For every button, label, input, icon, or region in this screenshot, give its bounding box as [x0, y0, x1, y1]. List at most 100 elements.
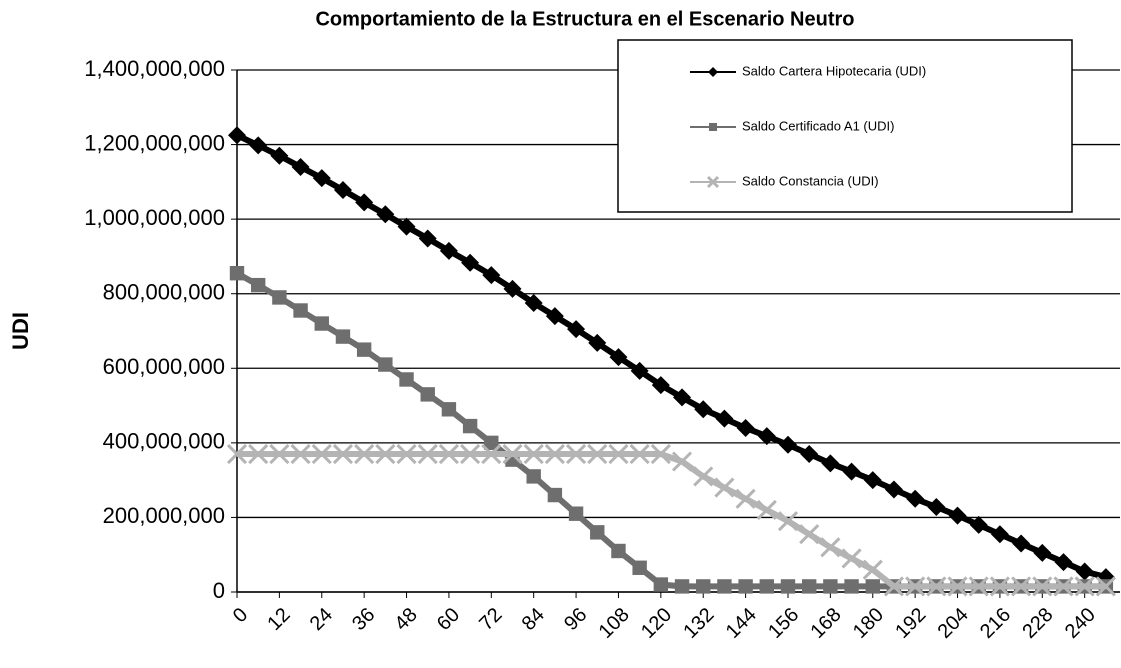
- marker: [708, 67, 718, 77]
- x-tick-label: 24: [306, 604, 337, 635]
- marker: [293, 303, 308, 318]
- marker: [544, 443, 565, 465]
- y-axis-label: UDI: [8, 312, 33, 350]
- marker: [226, 443, 248, 465]
- x-tick-label: 60: [433, 604, 464, 635]
- x-tick-label: 168: [806, 604, 845, 643]
- marker: [376, 205, 395, 224]
- marker: [396, 443, 417, 465]
- marker: [503, 279, 522, 298]
- marker: [632, 560, 647, 575]
- marker: [1074, 576, 1095, 597]
- marker: [926, 576, 947, 597]
- marker: [865, 579, 880, 594]
- legend-label: Saldo Cartera Hipotecaria (UDI): [742, 63, 926, 78]
- marker: [650, 443, 671, 465]
- x-tick-label: 108: [595, 604, 634, 643]
- marker: [526, 469, 541, 484]
- y-tick-label: 0: [213, 578, 225, 603]
- marker: [1011, 576, 1032, 597]
- marker: [270, 146, 289, 165]
- x-tick-label: 12: [263, 604, 294, 635]
- x-tick-label: 36: [348, 604, 379, 635]
- marker: [696, 579, 711, 594]
- marker: [460, 443, 481, 465]
- marker: [969, 515, 988, 534]
- marker: [717, 579, 732, 594]
- marker: [484, 435, 499, 451]
- x-tick-label: 192: [891, 604, 930, 643]
- x-tick-label: 156: [764, 604, 803, 643]
- marker: [248, 443, 269, 465]
- marker: [482, 266, 501, 285]
- marker: [397, 217, 416, 236]
- marker: [611, 543, 626, 559]
- marker: [290, 443, 311, 465]
- marker: [990, 525, 1009, 544]
- marker: [709, 123, 717, 131]
- marker: [927, 497, 946, 516]
- marker: [355, 193, 374, 212]
- chart-title: Comportamiento de la Estructura en el Es…: [315, 8, 854, 30]
- marker: [590, 525, 605, 540]
- marker: [821, 454, 840, 473]
- marker: [439, 241, 458, 260]
- marker: [693, 466, 714, 487]
- marker: [820, 537, 841, 558]
- legend-label: Saldo Certificado A1 (UDI): [742, 118, 894, 133]
- marker: [1053, 576, 1074, 597]
- marker: [757, 427, 776, 446]
- marker: [524, 294, 543, 313]
- marker: [799, 524, 820, 545]
- marker: [630, 361, 649, 380]
- marker: [609, 348, 628, 367]
- marker: [417, 443, 438, 465]
- marker: [842, 462, 861, 481]
- marker: [566, 443, 587, 465]
- marker: [651, 376, 670, 395]
- marker: [694, 400, 713, 419]
- marker: [312, 169, 331, 188]
- marker: [863, 471, 882, 490]
- marker: [272, 290, 287, 305]
- marker: [378, 357, 393, 372]
- marker: [420, 387, 435, 402]
- marker: [567, 320, 586, 339]
- marker: [441, 402, 457, 417]
- marker: [671, 451, 693, 472]
- marker: [801, 579, 817, 594]
- marker: [968, 576, 989, 597]
- marker: [756, 499, 777, 521]
- marker: [1095, 576, 1116, 597]
- marker: [399, 372, 414, 387]
- x-tick-label: 144: [722, 604, 761, 643]
- marker: [523, 443, 544, 465]
- x-tick-label: 120: [637, 604, 676, 643]
- y-tick-label: 200,000,000: [103, 503, 225, 528]
- marker: [884, 480, 903, 499]
- marker: [778, 435, 797, 454]
- marker: [229, 266, 245, 281]
- marker: [906, 489, 925, 508]
- x-tick-label: 216: [976, 604, 1015, 643]
- x-tick-label: 48: [391, 604, 422, 635]
- marker: [735, 488, 756, 509]
- marker: [706, 175, 720, 189]
- marker: [1054, 553, 1073, 572]
- marker: [502, 443, 523, 465]
- x-tick-label: 96: [560, 604, 591, 635]
- marker: [629, 443, 650, 465]
- marker: [588, 333, 607, 352]
- marker: [714, 477, 735, 498]
- marker: [375, 443, 396, 465]
- marker: [823, 579, 838, 594]
- marker: [738, 579, 753, 594]
- y-tick-label: 400,000,000: [103, 429, 225, 454]
- marker: [674, 579, 690, 594]
- marker: [356, 342, 372, 357]
- marker: [291, 157, 310, 176]
- marker: [333, 181, 352, 200]
- marker: [568, 506, 584, 521]
- marker: [759, 579, 774, 594]
